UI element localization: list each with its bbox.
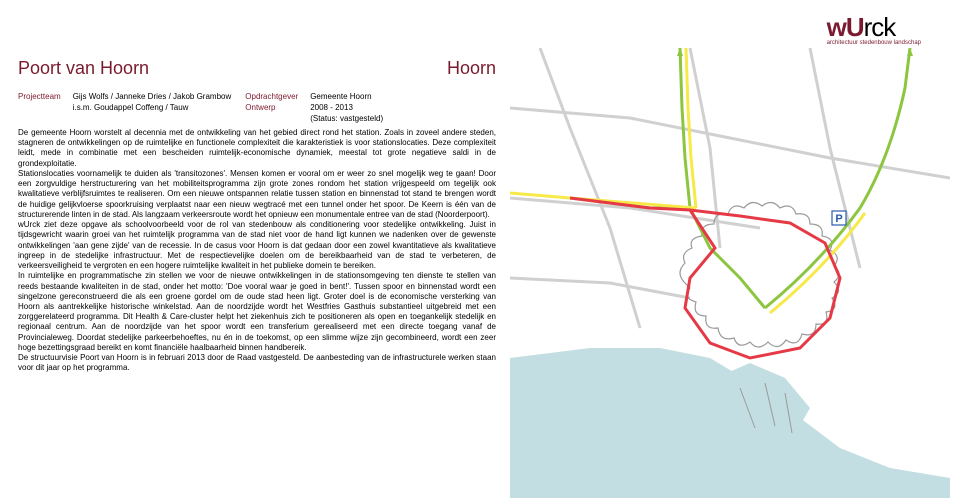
paragraph-4: In ruimtelijke en programmatische zin st… xyxy=(18,271,496,353)
meta-info: Projectteam Gijs Wolfs / Janneke Dries /… xyxy=(18,92,496,124)
arrow-north-right xyxy=(907,48,913,56)
parking-marker: P xyxy=(832,211,846,225)
logo-w: w xyxy=(827,12,846,42)
page-city: Hoorn xyxy=(447,58,496,79)
logo-u: U xyxy=(846,12,864,42)
parking-label: P xyxy=(835,213,842,225)
design-line2: (Status: vastgesteld) xyxy=(310,114,383,125)
paragraph-2: Stationslocaties voornamelijk te duiden … xyxy=(18,169,496,220)
map-svg: P xyxy=(510,48,950,498)
design-line1: 2008 - 2013 xyxy=(310,103,383,114)
roads-grey xyxy=(510,48,950,328)
design-label: Ontwerp xyxy=(245,103,298,114)
city-outline xyxy=(680,202,839,347)
client-label: Opdrachtgever xyxy=(245,92,298,103)
arrow-north-left xyxy=(677,48,683,56)
paragraph-1: De gemeente Hoorn worstelt al decennia m… xyxy=(18,128,496,169)
paragraph-5: De structuurvisie Poort van Hoorn is in … xyxy=(18,353,496,373)
logo-text: wUrck xyxy=(827,12,921,43)
paragraph-3: wUrck ziet deze opgave als schoolvoorbee… xyxy=(18,220,496,271)
page-header: Poort van Hoorn Hoorn xyxy=(18,58,496,82)
page-title: Poort van Hoorn xyxy=(18,58,149,79)
logo: wUrck architectuur stedenbouw landschap xyxy=(827,12,921,46)
team-label: Projectteam xyxy=(18,92,61,124)
header-divider xyxy=(18,81,496,82)
body-text: De gemeente Hoorn worstelt al decennia m… xyxy=(18,128,496,374)
logo-rck: rck xyxy=(864,12,896,42)
client-value: Gemeente Hoorn xyxy=(310,92,383,103)
logo-subtitle: architectuur stedenbouw landschap xyxy=(827,40,921,46)
team-line2: i.s.m. Goudappel Coffeng / Tauw xyxy=(73,103,232,114)
map: P xyxy=(510,48,950,498)
team-line1: Gijs Wolfs / Janneke Dries / Jakob Gramb… xyxy=(73,92,232,103)
